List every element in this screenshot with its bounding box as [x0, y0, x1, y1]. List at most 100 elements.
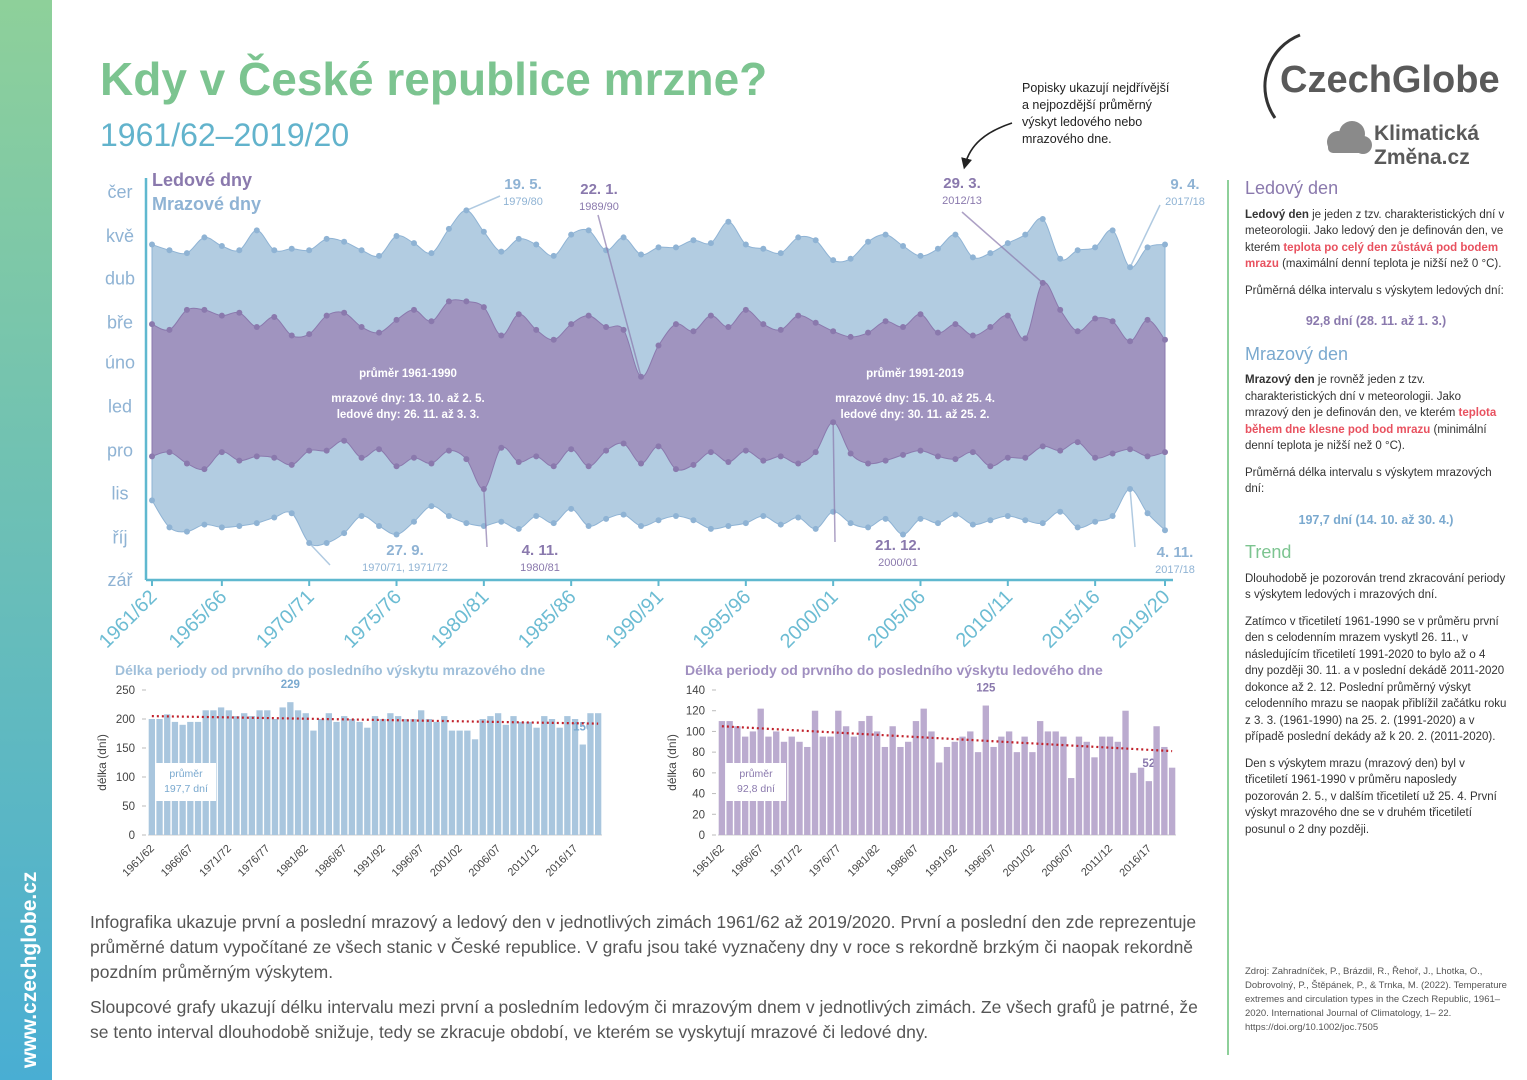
point [271, 514, 278, 521]
chart-title: Délka periody od prvního do posledního v… [115, 662, 545, 678]
bar [402, 719, 409, 835]
point [1127, 446, 1134, 453]
point [1057, 255, 1064, 262]
point [638, 460, 645, 467]
bar [371, 716, 379, 835]
point [952, 231, 959, 238]
point [166, 247, 173, 254]
point [1144, 244, 1151, 251]
side-strip [0, 0, 52, 1080]
point [498, 444, 505, 451]
point [1162, 449, 1168, 456]
point [393, 233, 400, 240]
leader-line [1129, 488, 1136, 548]
bar [379, 719, 386, 835]
record-date: 22. 1. [580, 181, 618, 198]
bar [433, 721, 440, 835]
y-tick-label: lis [112, 483, 129, 503]
x-tick-label: 1981/82 [846, 843, 883, 880]
leader-line [832, 422, 836, 543]
x-tick-label: 1991/92 [923, 843, 960, 880]
bar [148, 719, 156, 835]
point [777, 521, 784, 528]
y-tick-label: 100 [116, 772, 135, 784]
bar [441, 716, 448, 835]
point [865, 524, 872, 531]
point [882, 231, 889, 238]
y-tick-label: 120 [686, 706, 705, 718]
average-label: 92,8 dní [737, 783, 775, 795]
text-run: Mrazový den [1245, 374, 1315, 386]
point [725, 323, 732, 330]
bar [1153, 726, 1160, 835]
point [742, 520, 749, 527]
bar [1137, 767, 1145, 835]
y-tick-label: dub [105, 269, 135, 289]
average-ice: ledové dny: 30. 11. až 25. 2. [841, 409, 990, 421]
point [795, 514, 802, 521]
bar [387, 713, 394, 835]
legend-entry: Ledové dny [152, 170, 252, 190]
point [393, 531, 400, 538]
point [1162, 241, 1168, 248]
bar [1052, 731, 1059, 835]
y-tick-label: zář [107, 570, 133, 590]
bar [1075, 736, 1083, 835]
point [847, 333, 854, 340]
y-tick-label: kvě [106, 226, 134, 246]
point [1004, 513, 1011, 520]
point [376, 252, 383, 259]
bar [866, 715, 873, 835]
x-tick-label: 1995/96 [689, 586, 756, 653]
bar [487, 716, 494, 835]
bar [1161, 746, 1168, 835]
bar [1044, 731, 1052, 835]
y-tick-label: 0 [699, 830, 705, 842]
point [917, 311, 924, 318]
point [620, 326, 627, 333]
point [1039, 520, 1046, 527]
x-tick-label: 2010/11 [952, 586, 1018, 652]
point [900, 451, 907, 458]
point [987, 517, 994, 524]
average-ice: ledové dny: 26. 11. až 3. 3. [337, 409, 480, 421]
point [568, 505, 575, 512]
point [201, 466, 208, 473]
point [707, 449, 714, 456]
bar [1099, 736, 1106, 835]
value-label: 229 [281, 679, 300, 691]
point [620, 234, 627, 241]
x-tick-label: 1991/92 [351, 843, 388, 880]
y-tick-label: 200 [116, 714, 135, 726]
record-season: 2017/18 [1155, 564, 1195, 576]
bar [571, 719, 579, 835]
bar [920, 708, 927, 835]
bar [881, 746, 889, 835]
point [1022, 335, 1029, 342]
y-tick-label: 80 [692, 747, 705, 759]
point [271, 247, 278, 254]
x-tick-label: 1976/77 [807, 843, 844, 880]
point [690, 461, 697, 468]
bar [271, 719, 279, 835]
point [149, 497, 155, 504]
frost-interval: Průměrná délka intervalu s výskytem mraz… [1245, 466, 1492, 496]
point [166, 524, 173, 531]
point [323, 235, 330, 242]
bar [356, 721, 363, 835]
point [690, 237, 697, 244]
y-tick-label: 140 [686, 685, 705, 697]
point [463, 520, 470, 527]
point [672, 244, 679, 251]
y-tick-label: 40 [692, 789, 705, 801]
point [515, 525, 522, 532]
bar [448, 730, 456, 835]
bar [525, 721, 533, 835]
record-date: 27. 9. [386, 542, 424, 559]
point [655, 443, 662, 450]
bar [1091, 757, 1098, 835]
leader-line [483, 488, 488, 548]
point [515, 311, 522, 318]
leader-line [597, 214, 642, 377]
